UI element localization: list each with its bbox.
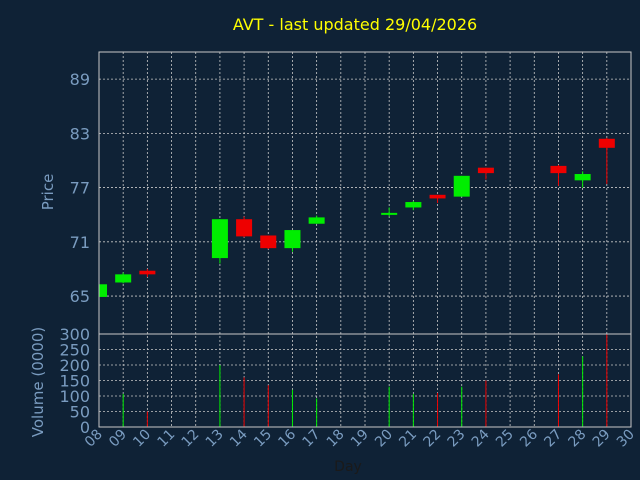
candle-body: [453, 175, 470, 197]
x-tick-label: 14: [227, 426, 251, 450]
x-tick-label: 09: [106, 427, 130, 451]
x-tick-label: 16: [275, 426, 299, 450]
x-tick-label: 15: [251, 427, 275, 451]
x-tick-label: 10: [130, 427, 154, 451]
plot-frames: [98, 51, 632, 428]
candle-body: [598, 138, 615, 148]
candle-body: [284, 230, 301, 249]
candle-body: [381, 212, 398, 215]
candle-body: [99, 284, 107, 297]
candle-body: [115, 274, 132, 283]
x-tick-label: 28: [566, 427, 590, 451]
x-tick-label: 22: [420, 427, 444, 451]
x-axis-label: Day: [334, 459, 362, 475]
x-tick-label: 11: [154, 427, 178, 451]
price-axis-label: Price: [39, 174, 57, 211]
x-tick-label: 25: [493, 427, 517, 451]
x-tick-label: 26: [517, 426, 541, 450]
x-tick-label: 19: [348, 427, 372, 451]
x-tick-labels: 08 09 10 11 12 13 14 15 16 17 18 19 20 21 22 23 24 25 26 27…: [82, 426, 638, 450]
x-tick-label: 27: [541, 427, 565, 451]
candle-body: [236, 219, 253, 237]
candles-group: [98, 137, 615, 297]
volume-tick-label: 200: [59, 356, 90, 375]
x-tick-label: 23: [445, 427, 469, 451]
x-tick-label: 21: [396, 427, 420, 451]
x-tick-label: 17: [300, 427, 324, 451]
x-tick-label: 24: [469, 426, 493, 450]
volume-tick-label: 50: [70, 403, 90, 422]
price-tick-label: 71: [70, 233, 90, 252]
price-tick-label: 77: [70, 179, 90, 198]
x-tick-label: 20: [372, 427, 396, 451]
volume-bars-group: [122, 334, 608, 427]
candle-body: [574, 174, 591, 181]
candle-body: [429, 194, 446, 199]
price-tick-label: 65: [70, 287, 90, 306]
volume-tick-label: 150: [59, 372, 90, 391]
x-tick-label: 12: [179, 427, 203, 451]
price-tick-label: 83: [70, 124, 90, 143]
price-tick-label: 89: [70, 70, 90, 89]
candle-body: [211, 219, 228, 259]
x-tick-label: 30: [614, 427, 638, 451]
x-tick-label: 29: [590, 427, 614, 451]
candle-body: [405, 202, 422, 208]
candle-body: [139, 270, 156, 275]
volume-tick-label: 0: [80, 418, 90, 437]
candle-body: [550, 165, 567, 174]
candle-body: [260, 235, 277, 249]
volume-tick-label: 300: [59, 325, 90, 344]
candle-body: [308, 217, 325, 224]
volume-axis-label: Volume (0000): [29, 327, 47, 437]
volume-tick-label: 100: [59, 387, 90, 406]
x-tick-label: 18: [324, 427, 348, 451]
x-tick-label: 13: [203, 427, 227, 451]
volume-panel-frame: [98, 333, 632, 428]
volume-tick-label: 250: [59, 341, 90, 360]
candle-body: [477, 167, 494, 174]
chart-title: AVT - last updated 29/04/2026: [233, 15, 477, 34]
grid-lines: [98, 52, 632, 428]
